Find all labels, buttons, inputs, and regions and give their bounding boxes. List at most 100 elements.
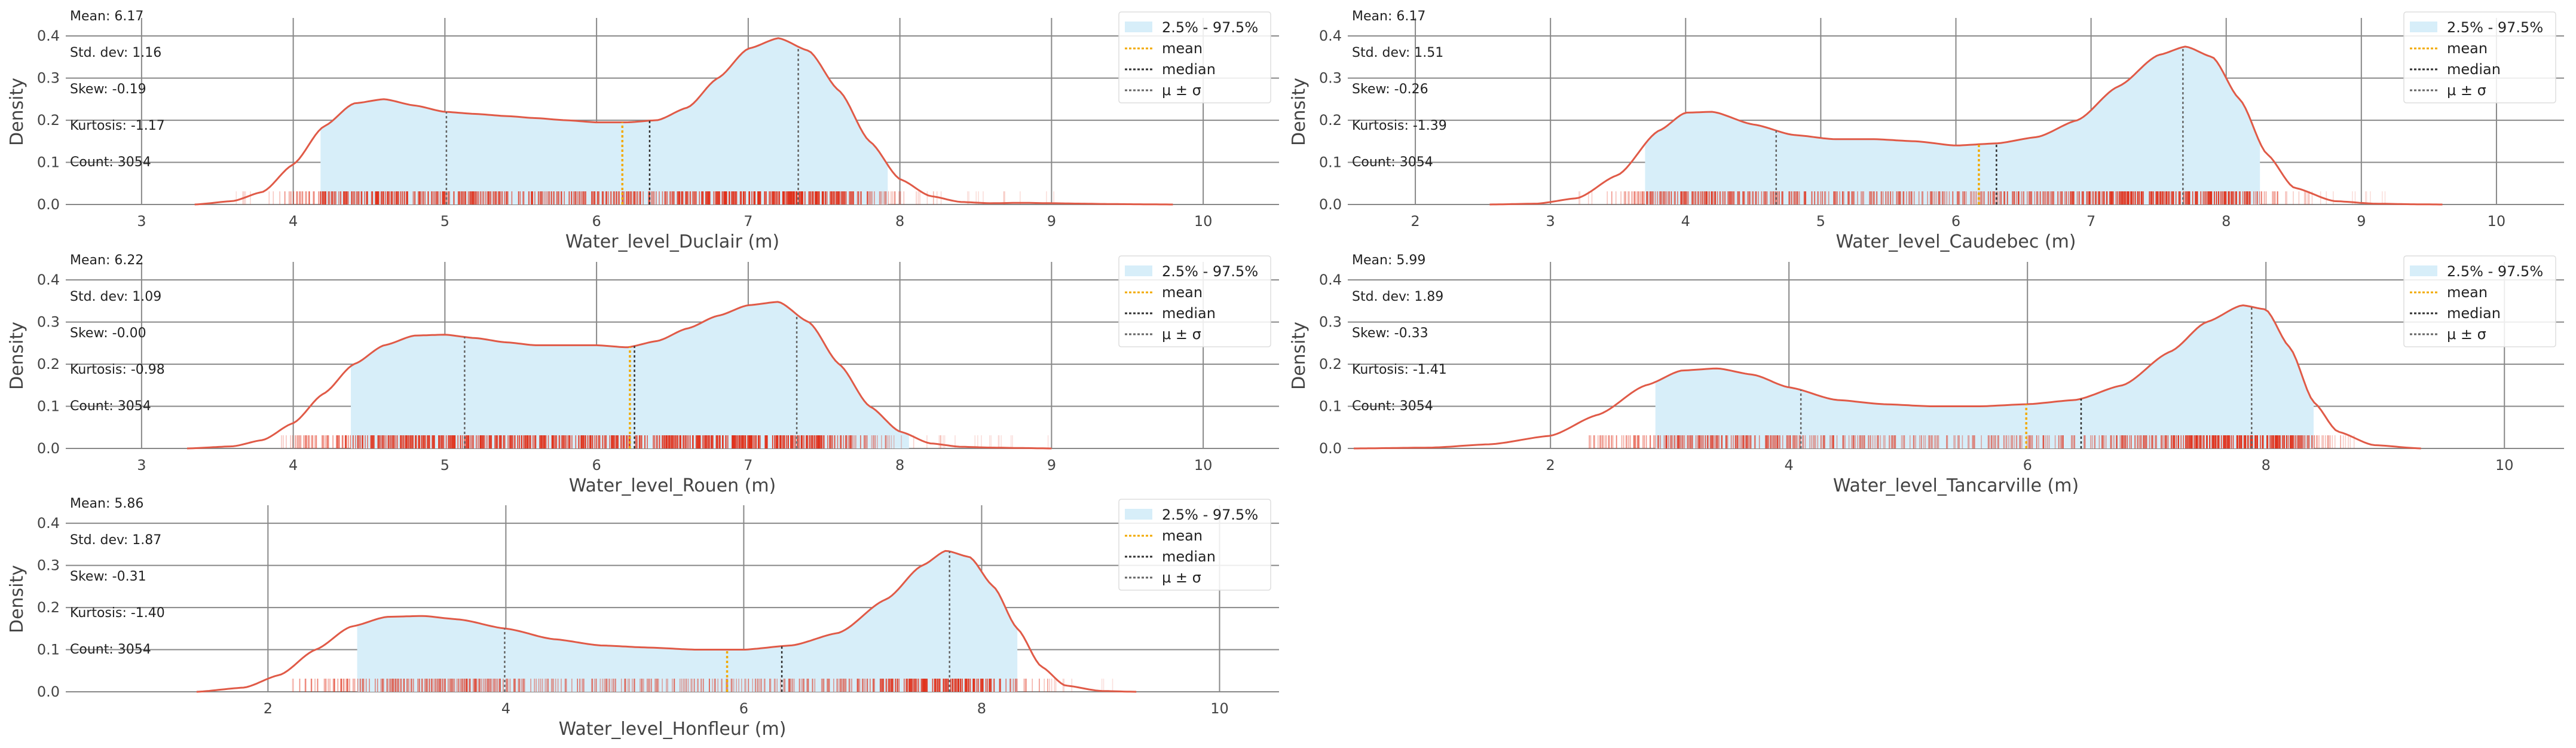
y-axis-label: Density [7,322,27,390]
stat-count: Count: 3054 [70,642,151,657]
stat-skew: Skew: -0.00 [70,326,146,341]
y-tick-label: 0.3 [37,70,60,87]
stat-kurtosis: Kurtosis: -1.39 [1352,118,1447,133]
legend-band-swatch [1125,509,1152,520]
chart-panel-4: 2 4 6 8 10 0.0 0.1 0.2 0.3 0.4 Water_level_Tancarv… [1289,253,2564,496]
legend-mean-label: mean [1162,284,1203,301]
stat-std-dev: Std. dev: 1.09 [70,289,161,304]
x-tick-label: 5 [440,457,449,474]
x-tick-label: 10 [1194,457,1213,474]
x-tick-label: 4 [289,213,298,230]
x-tick-label: 9 [2357,213,2366,230]
x-tick-label: 4 [501,700,510,717]
x-tick-label: 2 [1546,457,1555,474]
y-tick-label: 0.1 [37,398,60,415]
x-tick-label: 8 [895,457,904,474]
x-tick-label: 5 [440,213,449,230]
x-tick-label: 3 [137,457,146,474]
x-tick-label: 4 [289,457,298,474]
x-tick-label: 6 [592,457,601,474]
legend-band-swatch [2410,22,2437,32]
x-axis-label: Water_level_Caudebec (m) [1835,231,2076,252]
x-tick-label: 10 [1194,213,1213,230]
x-tick-label: 6 [592,213,601,230]
x-tick-label: 2 [1411,213,1419,230]
stat-count: Count: 3054 [1352,155,1433,170]
legend-box [1118,11,1271,103]
y-tick-label: 0.4 [1319,271,1342,288]
y-axis-label: Density [7,565,27,633]
y-tick-label: 0.1 [37,642,60,658]
legend-box [2403,11,2556,103]
kde-curve [186,301,1052,450]
legend-sigma-label: μ ± σ [2447,82,2486,99]
x-tick-label: 8 [2222,213,2231,230]
x-tick-label: 7 [744,213,752,230]
stat-mean: Mean: 5.86 [70,496,143,511]
legend-band-label: 2.5% - 97.5% [2447,263,2543,280]
x-tick-label: 10 [2488,213,2506,230]
percentile-band-area [320,38,888,205]
x-tick-label: 9 [1047,213,1056,230]
x-axis-label: Water_level_Honfleur (m) [559,719,787,740]
y-tick-label: 0.1 [1319,154,1342,171]
x-tick-label: 9 [1047,457,1056,474]
y-axis-label: Density [1289,322,1310,390]
legend-band-swatch [2410,265,2437,276]
y-tick-label: 0.3 [1319,314,1342,331]
legend-band-swatch [1125,22,1152,32]
chart-panel-2: 2 3 4 5 6 7 8 9 10 0.0 0.1 0.2 0.3 0.4 Water_level_Cau… [1289,9,2564,252]
y-tick-label: 0.2 [1319,356,1342,373]
x-tick-label: 6 [2023,457,2032,474]
x-tick-label: 7 [2087,213,2095,230]
stat-std-dev: Std. dev: 1.51 [1352,45,1443,60]
y-tick-label: 0.4 [37,515,60,532]
legend-band-swatch [1125,265,1152,276]
x-tick-label: 2 [264,700,273,717]
stat-count: Count: 3054 [70,155,151,170]
x-tick-label: 8 [977,700,986,717]
stat-mean: Mean: 6.22 [70,253,143,268]
x-tick-label: 10 [1210,700,1229,717]
stat-kurtosis: Kurtosis: -1.40 [70,606,165,621]
chart-panel-5: 2 4 6 8 10 0.0 0.1 0.2 0.3 0.4 Water_level_Honfleu… [7,496,1279,740]
y-tick-label: 0.3 [37,557,60,574]
stat-mean: Mean: 5.99 [1352,253,1425,268]
chart-panel-1: 3 4 5 6 7 8 9 10 0.0 0.1 0.2 0.3 0.4 Water_level_Ducl… [7,9,1279,252]
x-axis-label: Water_level_Rouen (m) [569,475,776,496]
y-tick-label: 0.0 [1319,440,1342,457]
y-tick-label: 0.1 [1319,398,1342,415]
legend-band-label: 2.5% - 97.5% [2447,19,2543,36]
legend-mean-label: mean [2447,40,2488,57]
rug-marks [1588,435,2355,448]
stat-skew: Skew: -0.31 [70,569,146,584]
kde-curve [1354,304,2421,450]
stat-kurtosis: Kurtosis: -1.17 [70,118,165,133]
legend-mean-label: mean [2447,284,2488,301]
percentile-band-area [357,551,1018,692]
x-tick-label: 8 [2262,457,2271,474]
y-tick-label: 0.3 [37,314,60,331]
kde-curve [194,37,1173,206]
chart-panel-3: 3 4 5 6 7 8 9 10 0.0 0.1 0.2 0.3 0.4 Water_level_Roue… [7,253,1279,496]
legend-box [1118,499,1271,591]
x-axis-label: Water_level_Duclair (m) [565,231,779,252]
legend-band-label: 2.5% - 97.5% [1162,506,1258,523]
x-tick-label: 7 [744,457,752,474]
y-tick-label: 0.0 [37,683,60,700]
x-tick-label: 3 [137,213,146,230]
y-tick-label: 0.0 [37,196,60,213]
kde-curve [196,549,1137,693]
legend-sigma-label: μ ± σ [1162,569,1201,586]
stat-std-dev: Std. dev: 1.87 [70,533,161,548]
y-tick-label: 0.4 [37,271,60,288]
legend-box [2403,255,2556,347]
legend-mean-label: mean [1162,527,1203,544]
y-tick-label: 0.2 [37,112,60,129]
kde-curve [1489,45,2443,206]
legend-sigma-label: μ ± σ [2447,326,2486,343]
legend-median-label: median [1162,61,1216,78]
x-tick-label: 6 [1951,213,1960,230]
y-tick-label: 0.0 [1319,196,1342,213]
x-tick-label: 6 [739,700,748,717]
